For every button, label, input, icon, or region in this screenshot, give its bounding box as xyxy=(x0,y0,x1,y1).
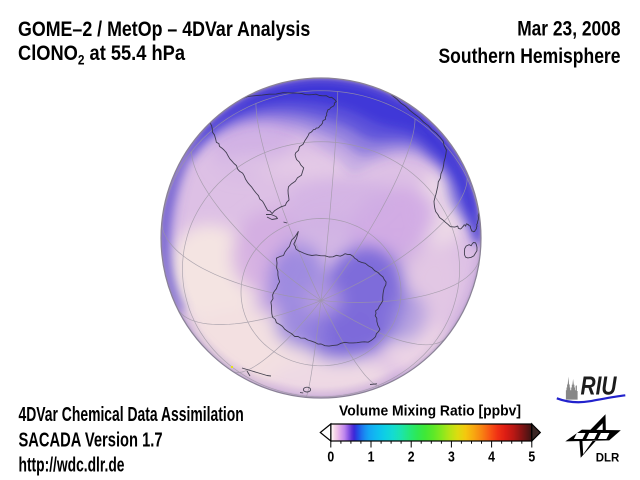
svg-text:ClONO2 at 55.4 hPa: ClONO2 at 55.4 hPa xyxy=(18,41,186,68)
svg-text:2: 2 xyxy=(408,448,415,464)
svg-text:Southern Hemisphere: Southern Hemisphere xyxy=(439,44,621,68)
svg-text:0: 0 xyxy=(327,448,334,464)
svg-text:DLR: DLR xyxy=(596,450,620,464)
svg-text:http://wdc.dlr.de: http://wdc.dlr.de xyxy=(19,455,125,477)
svg-text:SACADA Version 1.7: SACADA Version 1.7 xyxy=(19,429,163,451)
svg-text:GOME–2 / MetOp – 4DVar Analysi: GOME–2 / MetOp – 4DVar Analysis xyxy=(18,17,310,41)
svg-text:Volume Mixing Ratio [ppbv]: Volume Mixing Ratio [ppbv] xyxy=(339,404,521,420)
svg-text:3: 3 xyxy=(448,448,455,464)
svg-text:RIU: RIU xyxy=(581,371,618,401)
svg-text:5: 5 xyxy=(528,448,535,464)
svg-text:4: 4 xyxy=(488,448,495,464)
svg-text:4DVar Chemical Data Assimilati: 4DVar Chemical Data Assimilation xyxy=(19,404,244,426)
svg-text:Mar 23, 2008: Mar 23, 2008 xyxy=(517,16,620,40)
svg-text:1: 1 xyxy=(368,448,375,464)
